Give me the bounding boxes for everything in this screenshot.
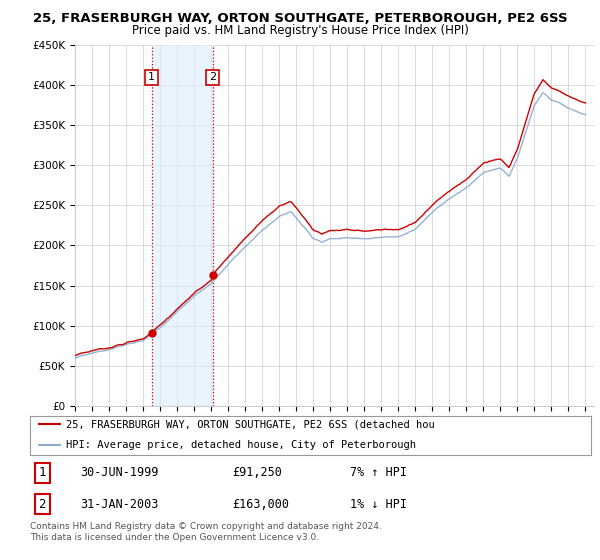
Text: 30-JUN-1999: 30-JUN-1999 xyxy=(80,466,159,479)
Text: 7% ↑ HPI: 7% ↑ HPI xyxy=(350,466,407,479)
Text: 2: 2 xyxy=(209,72,216,82)
Text: 25, FRASERBURGH WAY, ORTON SOUTHGATE, PE2 6SS (detached hou: 25, FRASERBURGH WAY, ORTON SOUTHGATE, PE… xyxy=(67,419,435,429)
Text: 25, FRASERBURGH WAY, ORTON SOUTHGATE, PETERBOROUGH, PE2 6SS: 25, FRASERBURGH WAY, ORTON SOUTHGATE, PE… xyxy=(32,12,568,25)
Text: 2: 2 xyxy=(38,497,46,511)
Text: 1% ↓ HPI: 1% ↓ HPI xyxy=(350,497,407,511)
Text: £91,250: £91,250 xyxy=(232,466,282,479)
Text: HPI: Average price, detached house, City of Peterborough: HPI: Average price, detached house, City… xyxy=(67,440,416,450)
Text: 1: 1 xyxy=(148,72,155,82)
Text: Price paid vs. HM Land Registry's House Price Index (HPI): Price paid vs. HM Land Registry's House … xyxy=(131,24,469,36)
Text: £163,000: £163,000 xyxy=(232,497,289,511)
Bar xyxy=(152,45,212,406)
Text: Contains HM Land Registry data © Crown copyright and database right 2024.
This d: Contains HM Land Registry data © Crown c… xyxy=(30,522,382,542)
Text: 31-JAN-2003: 31-JAN-2003 xyxy=(80,497,159,511)
Text: 1: 1 xyxy=(38,466,46,479)
